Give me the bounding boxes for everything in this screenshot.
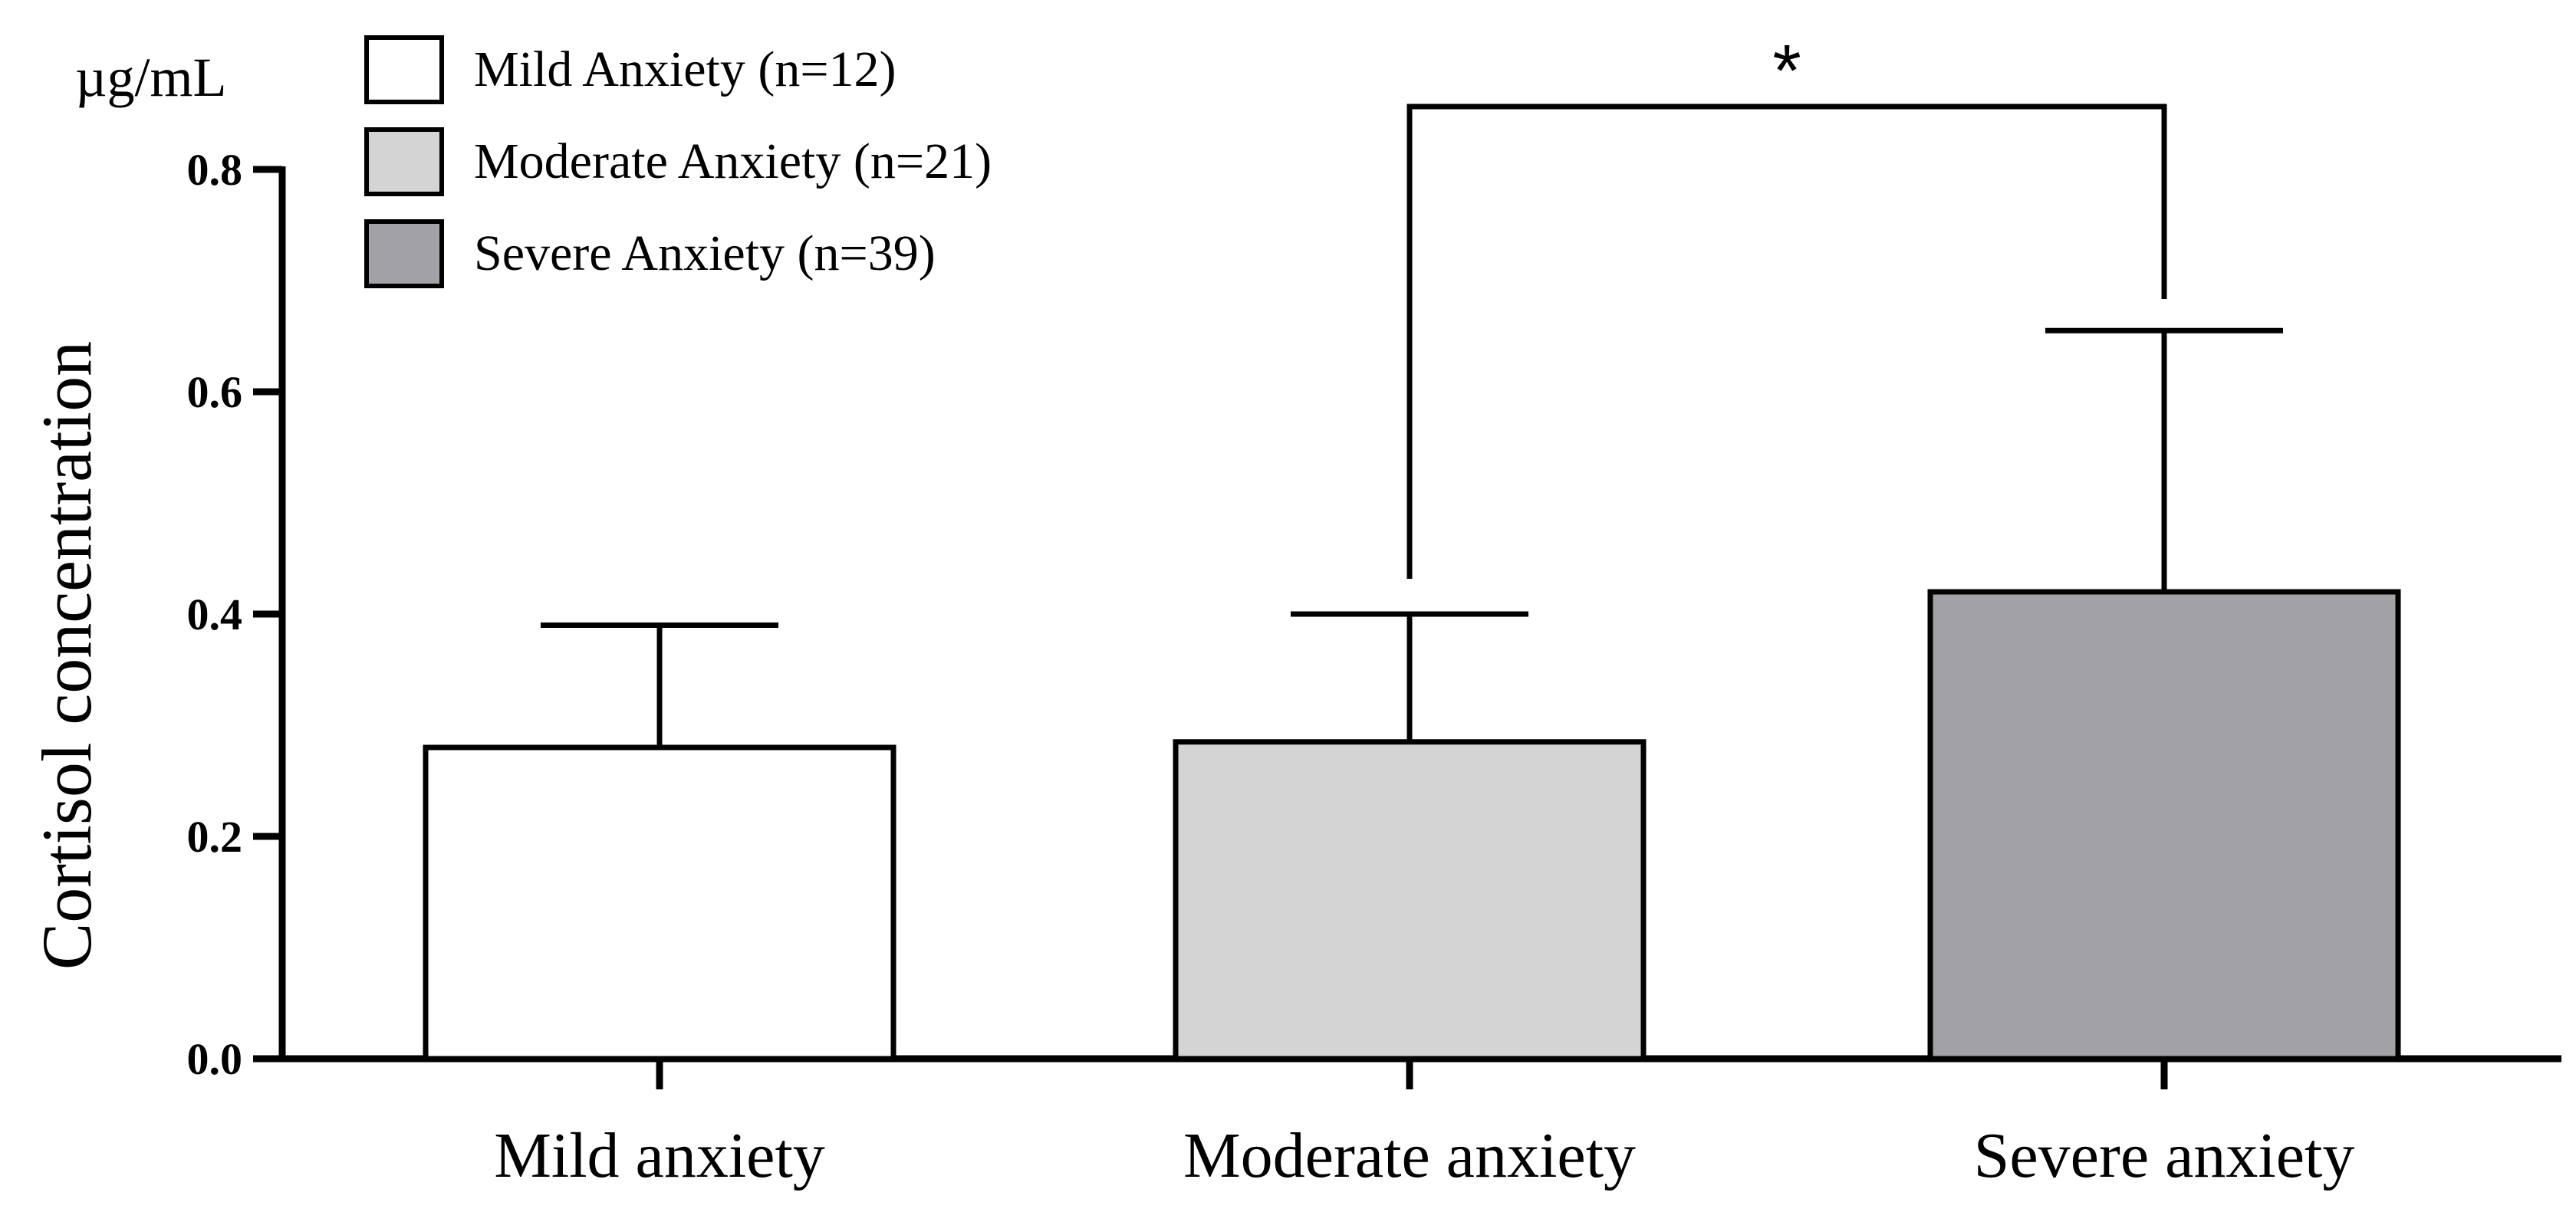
x-tick-label: Moderate anxiety — [1183, 1120, 1636, 1191]
y-unit-label: µg/mL — [75, 47, 226, 108]
legend: Mild Anxiety (n=12) Moderate Anxiety (n=2… — [364, 35, 992, 288]
legend-entry: Mild Anxiety (n=12) — [364, 35, 897, 104]
y-axis-label: Cortisol concentration — [28, 341, 106, 970]
legend-swatch — [364, 35, 444, 104]
legend-entry: Severe Anxiety (n=39) — [364, 219, 936, 288]
error-bar — [1291, 611, 1528, 742]
error-bars — [541, 327, 2283, 747]
legend-swatch — [364, 219, 444, 288]
legend-swatch — [364, 127, 444, 196]
significance-annotation: * — [1406, 30, 2167, 579]
y-tick-label: 0.4 — [187, 590, 243, 639]
bar-moderate-anxiety — [1173, 739, 1647, 1062]
x-tick-label: Severe anxiety — [1974, 1120, 2355, 1191]
y-tick-label: 0.8 — [187, 145, 243, 195]
error-bar — [541, 622, 778, 747]
significance-marker: * — [1772, 30, 1801, 112]
significance-bracket — [1406, 103, 2167, 579]
bar-severe-anxiety — [1927, 589, 2401, 1062]
legend-entry: Moderate Anxiety (n=21) — [364, 127, 992, 196]
error-bar — [2045, 327, 2283, 592]
legend-label: Severe Anxiety (n=39) — [474, 225, 936, 281]
y-tick-label: 0.6 — [187, 367, 243, 417]
legend-label: Mild Anxiety (n=12) — [474, 41, 897, 97]
bar-mild-anxiety — [423, 744, 897, 1062]
y-tick-label: 0.2 — [187, 812, 243, 862]
legend-label: Moderate Anxiety (n=21) — [474, 133, 992, 189]
y-tick-label: 0.0 — [187, 1034, 243, 1084]
x-tick-label: Mild anxiety — [494, 1120, 825, 1191]
